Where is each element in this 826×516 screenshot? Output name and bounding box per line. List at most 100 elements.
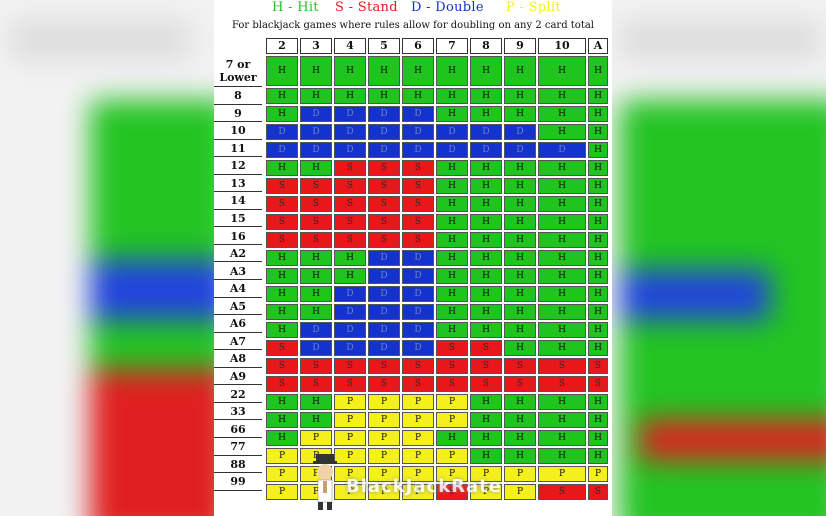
strategy-cell: H <box>504 232 536 248</box>
dealer-card-9: 9 <box>504 38 536 54</box>
legend-double: D - Double <box>411 0 484 15</box>
strategy-cell: D <box>436 124 468 140</box>
strategy-cell: D <box>334 124 366 140</box>
strategy-cell: D <box>300 340 332 356</box>
strategy-cell: H <box>588 178 608 194</box>
dealer-card-3: 3 <box>300 38 332 54</box>
strategy-cell: H <box>334 250 366 266</box>
strategy-cell: H <box>470 178 502 194</box>
legend-split: P - Split <box>506 0 561 15</box>
strategy-cell: H <box>538 268 586 284</box>
strategy-cell: H <box>538 196 586 212</box>
strategy-cell: P <box>334 484 366 500</box>
strategy-cell: P <box>402 394 434 410</box>
strategy-cell: P <box>470 466 502 482</box>
strategy-cell: H <box>300 250 332 266</box>
strategy-cell: D <box>436 142 468 158</box>
legend-hit: H - Hit <box>272 0 319 15</box>
strategy-cell: P <box>300 430 332 446</box>
player-hand-label: A9 <box>214 368 262 386</box>
strategy-cell: D <box>402 286 434 302</box>
dealer-card-5: 5 <box>368 38 400 54</box>
strategy-cell: S <box>334 232 366 248</box>
strategy-cell: P <box>368 412 400 428</box>
strategy-cell: H <box>588 304 608 320</box>
strategy-cell: S <box>334 358 366 374</box>
strategy-cell: H <box>436 160 468 176</box>
strategy-cell: H <box>266 430 298 446</box>
strategy-cell: H <box>470 322 502 338</box>
dealer-card-4: 4 <box>334 38 366 54</box>
strategy-cell: D <box>402 142 434 158</box>
strategy-cell: H <box>504 196 536 212</box>
strategy-cell: H <box>470 56 502 86</box>
strategy-cell: P <box>266 484 298 500</box>
strategy-cell: H <box>588 250 608 266</box>
strategy-cell: D <box>402 268 434 284</box>
player-hand-label: A3 <box>214 263 262 281</box>
player-hand-label: A6 <box>214 315 262 333</box>
strategy-cell: H <box>588 196 608 212</box>
strategy-cell: H <box>436 268 468 284</box>
strategy-cell: P <box>436 412 468 428</box>
strategy-cell: D <box>504 142 536 158</box>
strategy-cell: H <box>334 268 366 284</box>
strategy-cell: P <box>402 412 434 428</box>
strategy-cell: H <box>436 304 468 320</box>
strategy-cell: H <box>504 250 536 266</box>
player-hand-label: 88 <box>214 456 262 474</box>
strategy-cell: H <box>538 304 586 320</box>
strategy-cell: P <box>402 484 434 500</box>
strategy-cell: H <box>538 160 586 176</box>
player-hand-label: 12 <box>214 157 262 175</box>
strategy-chart: H - Hit S - Stand D - Double P - Split F… <box>214 0 612 516</box>
strategy-cell: H <box>266 88 298 104</box>
strategy-cell: S <box>334 196 366 212</box>
strategy-cell: H <box>470 232 502 248</box>
strategy-cell: D <box>368 106 400 122</box>
player-hand-label: 13 <box>214 175 262 193</box>
strategy-cell: S <box>368 358 400 374</box>
strategy-cell: H <box>266 56 298 86</box>
strategy-cell: S <box>300 178 332 194</box>
player-hand-label: 7 or Lower <box>214 55 262 87</box>
strategy-cell: P <box>368 466 400 482</box>
dealer-card-header: 2 3 4 5 6 7 8 9 10 A <box>266 38 608 54</box>
strategy-cell: H <box>266 250 298 266</box>
strategy-cell: S <box>538 376 586 392</box>
strategy-cell: S <box>538 358 586 374</box>
strategy-cell: H <box>538 340 586 356</box>
strategy-cell: S <box>266 232 298 248</box>
strategy-cell: H <box>300 412 332 428</box>
strategy-cell: H <box>470 88 502 104</box>
player-hand-label: 66 <box>214 421 262 438</box>
strategy-cell: P <box>402 448 434 464</box>
strategy-cell: D <box>334 322 366 338</box>
strategy-cell: H <box>470 214 502 230</box>
strategy-cell: H <box>538 88 586 104</box>
strategy-cell: S <box>402 196 434 212</box>
mascot-icon <box>313 454 337 510</box>
strategy-cell: D <box>300 124 332 140</box>
strategy-cell: S <box>368 160 400 176</box>
strategy-cell: S <box>402 214 434 230</box>
strategy-cell: H <box>504 286 536 302</box>
strategy-cell: S <box>470 376 502 392</box>
strategy-cell: H <box>266 286 298 302</box>
strategy-cell: H <box>504 340 536 356</box>
strategy-cell: H <box>538 430 586 446</box>
strategy-cell: H <box>300 394 332 410</box>
strategy-cell: S <box>334 160 366 176</box>
strategy-cell: S <box>588 376 608 392</box>
strategy-cell: D <box>300 106 332 122</box>
strategy-cell: H <box>504 322 536 338</box>
strategy-cell: H <box>402 88 434 104</box>
